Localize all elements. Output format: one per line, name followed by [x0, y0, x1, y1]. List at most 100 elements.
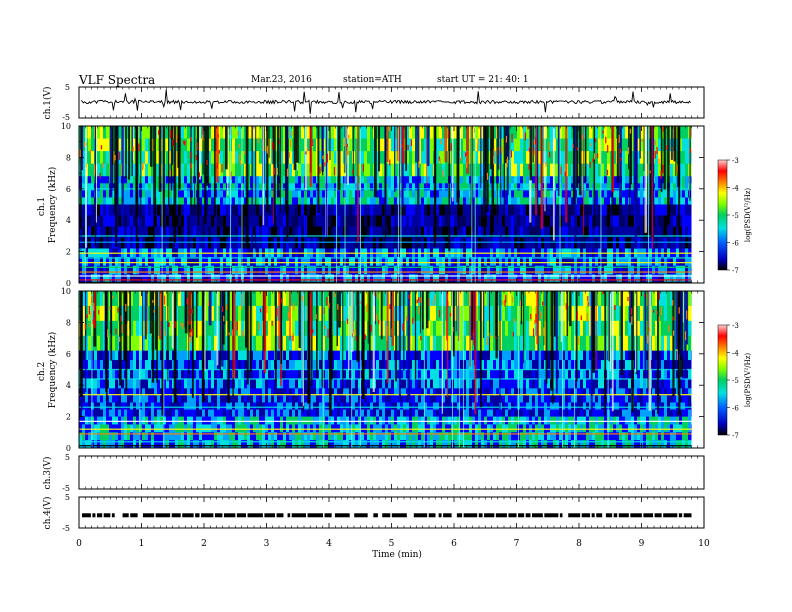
spectrogram-cell [394, 126, 398, 139]
spectrogram-cell [112, 320, 116, 337]
spectrogram-cell [139, 291, 143, 307]
spectrogram-cell [175, 257, 179, 267]
spectrogram-cell [550, 237, 554, 249]
spectrogram-cell [562, 257, 566, 267]
spectrogram-cell [313, 378, 317, 389]
spectrogram-cell [658, 197, 662, 205]
spectrogram-speckle [257, 137, 259, 144]
spectrogram-cell [424, 163, 428, 177]
spectrogram-cell [292, 257, 296, 267]
spectrogram-cell [259, 274, 263, 283]
spectrogram-cell [601, 138, 605, 152]
spectrogram-cell [376, 163, 380, 177]
spectrogram-cell [436, 265, 440, 275]
spectrogram-speckle [440, 139, 442, 145]
spectrogram-cell [439, 274, 443, 283]
spectrogram-cell [313, 163, 317, 177]
spectrogram-cell [394, 151, 398, 164]
spectrogram-cell [625, 126, 629, 139]
spectrogram-cell [661, 176, 665, 184]
spectrogram-cell [283, 204, 287, 216]
spectrogram-cell [145, 440, 149, 448]
spectrogram-cell [112, 409, 116, 417]
spectrogram-cell [109, 360, 113, 370]
spectrogram-cell [526, 138, 530, 152]
spectrogram-cell [544, 197, 548, 205]
spectrogram-cell [598, 215, 602, 227]
spectrogram-cell [463, 265, 467, 275]
spectrogram-cell [274, 378, 278, 389]
spectrogram-cell [187, 274, 191, 283]
spectrogram-cell [514, 163, 518, 177]
spectrogram-cell [154, 360, 158, 370]
spectrogram-cell [193, 378, 197, 389]
spectrogram-streak [121, 126, 124, 226]
spectrogram-cell [259, 237, 263, 249]
spectrogram-cell [208, 190, 212, 198]
spectrogram-cell [304, 237, 308, 249]
spectrogram-cell [133, 257, 137, 267]
spectrogram-cell [559, 237, 563, 249]
spectrogram-cell [586, 126, 590, 139]
spectrogram-cell [580, 163, 584, 177]
spectrogram-streak [670, 126, 673, 160]
spectrogram-cell [196, 360, 200, 370]
spectrogram-cell [568, 215, 572, 227]
spectrogram-speckle [271, 142, 274, 150]
spectrogram-cell [229, 335, 233, 351]
spectrogram-cell [130, 424, 134, 433]
spectrogram-cell [508, 204, 512, 216]
spectrogram-cell [511, 226, 515, 238]
spectrogram-cell [256, 378, 260, 389]
spectrogram-cell [607, 265, 611, 275]
spectrogram-cell [205, 183, 209, 191]
spectrogram-cell [439, 215, 443, 227]
spectrogram-cell [283, 360, 287, 370]
spectrogram-cell [340, 204, 344, 216]
spectrogram-cell [379, 176, 383, 184]
tonal-line [79, 279, 692, 281]
spectrogram-streak [94, 126, 96, 246]
spectrogram-cell [607, 138, 611, 152]
spectrogram-cell [208, 350, 212, 361]
spectrogram-cell [391, 151, 395, 164]
spectrogram-cell [235, 226, 239, 238]
spectrogram-cell [223, 265, 227, 275]
spectrogram-cell [220, 424, 224, 433]
spectrogram-cell [145, 432, 149, 441]
spectrogram-cell [475, 215, 479, 227]
spectrogram-cell [100, 369, 104, 380]
spectrogram-cell [682, 274, 686, 283]
spectrogram-cell [181, 204, 185, 216]
spectrogram-cell [259, 360, 263, 370]
spectrogram-cell [508, 190, 512, 198]
spectrogram-speckle [322, 155, 324, 160]
spectrogram-cell [406, 215, 410, 227]
spectrogram-cell [307, 215, 311, 227]
spectrogram-cell [613, 215, 617, 227]
spectrogram-cell [256, 265, 260, 275]
spectrogram-cell [523, 237, 527, 249]
spectrogram-cell [133, 395, 137, 403]
spectrogram-cell [601, 163, 605, 177]
spectrogram-cell [625, 204, 629, 216]
spectrogram-cell [352, 215, 356, 227]
spectrogram-cell [487, 274, 491, 283]
spectrogram-cell [445, 257, 449, 267]
spectrogram-cell [661, 237, 665, 249]
spectrogram-cell [319, 257, 323, 267]
spectrogram-speckle [175, 134, 178, 143]
spectrogram-cell [580, 126, 584, 139]
spectrogram-streak [286, 126, 288, 201]
spectrogram-cell [637, 151, 641, 164]
spectrogram-cell [205, 402, 209, 410]
spectrogram-cell [616, 197, 620, 205]
spectrogram-cell [403, 163, 407, 177]
spectrogram-cell [175, 335, 179, 351]
spectrogram-cell [187, 151, 191, 164]
spectrogram-cell [214, 237, 218, 249]
spectrogram-cell [250, 378, 254, 389]
spectrogram-cell [211, 360, 215, 370]
spectrogram-cell [223, 402, 227, 410]
spectrogram-cell [322, 190, 326, 198]
